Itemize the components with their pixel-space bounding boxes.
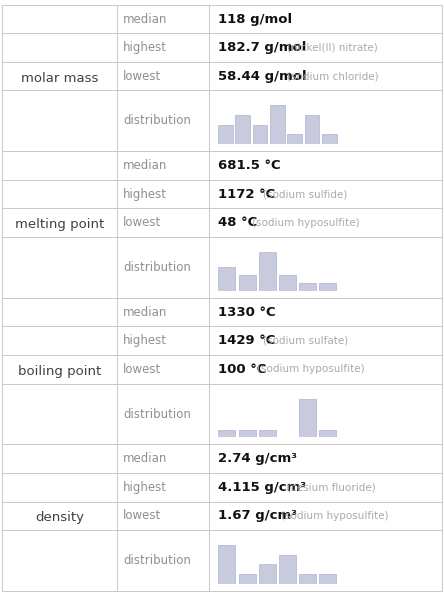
Text: median: median xyxy=(123,306,167,319)
Bar xyxy=(259,252,276,290)
Text: (sodium chloride): (sodium chloride) xyxy=(287,71,379,81)
Text: (nickel(II) nitrate): (nickel(II) nitrate) xyxy=(287,43,378,53)
Bar xyxy=(279,275,296,290)
Text: lowest: lowest xyxy=(123,510,161,522)
Bar xyxy=(218,545,235,584)
Bar xyxy=(259,429,276,437)
Text: 48 °C: 48 °C xyxy=(218,216,258,229)
Text: melting point: melting point xyxy=(15,218,104,231)
Text: 100 °C: 100 °C xyxy=(218,363,266,376)
Text: highest: highest xyxy=(123,481,167,494)
Bar xyxy=(270,105,285,144)
Text: 2.74 g/cm³: 2.74 g/cm³ xyxy=(218,452,297,465)
Bar xyxy=(259,564,276,584)
Text: 1172 °C: 1172 °C xyxy=(218,188,275,201)
Bar xyxy=(287,134,302,144)
Text: molar mass: molar mass xyxy=(21,71,98,84)
Bar xyxy=(235,115,250,144)
Text: 4.115 g/cm³: 4.115 g/cm³ xyxy=(218,481,306,494)
Text: (sodium sulfide): (sodium sulfide) xyxy=(263,189,348,199)
Text: (cesium fluoride): (cesium fluoride) xyxy=(287,482,376,492)
Bar xyxy=(238,574,256,584)
Text: (sodium hyposulfite): (sodium hyposulfite) xyxy=(258,364,365,374)
Text: 681.5 °C: 681.5 °C xyxy=(218,159,281,172)
Text: highest: highest xyxy=(123,41,167,54)
Bar xyxy=(305,115,319,144)
Text: 1.67 g/cm³: 1.67 g/cm³ xyxy=(218,510,297,522)
Bar xyxy=(218,125,233,144)
Bar xyxy=(218,429,235,437)
Text: highest: highest xyxy=(123,334,167,347)
Text: 1330 °C: 1330 °C xyxy=(218,306,276,319)
Text: distribution: distribution xyxy=(123,115,191,127)
Text: (sodium hyposulfite): (sodium hyposulfite) xyxy=(252,218,359,228)
Text: median: median xyxy=(123,159,167,172)
Bar xyxy=(319,574,337,584)
Bar xyxy=(299,399,316,437)
Bar xyxy=(319,429,337,437)
Text: 118 g/mol: 118 g/mol xyxy=(218,12,292,26)
Bar xyxy=(322,134,337,144)
Text: 182.7 g/mol: 182.7 g/mol xyxy=(218,41,306,54)
Bar xyxy=(319,283,337,290)
Text: (sodium sulfate): (sodium sulfate) xyxy=(263,336,349,346)
Bar xyxy=(299,283,316,290)
Text: highest: highest xyxy=(123,188,167,201)
Bar xyxy=(299,574,316,584)
Text: boiling point: boiling point xyxy=(18,365,101,378)
Bar xyxy=(218,267,235,290)
Text: distribution: distribution xyxy=(123,261,191,274)
Bar xyxy=(238,429,256,437)
Bar xyxy=(238,275,256,290)
Text: lowest: lowest xyxy=(123,216,161,229)
Text: lowest: lowest xyxy=(123,69,161,83)
Text: distribution: distribution xyxy=(123,407,191,421)
Text: density: density xyxy=(35,511,84,525)
Text: median: median xyxy=(123,12,167,26)
Text: distribution: distribution xyxy=(123,554,191,567)
Text: 1429 °C: 1429 °C xyxy=(218,334,276,347)
Text: (sodium hyposulfite): (sodium hyposulfite) xyxy=(281,511,388,521)
Text: 58.44 g/mol: 58.44 g/mol xyxy=(218,69,307,83)
Text: median: median xyxy=(123,452,167,465)
Bar xyxy=(253,125,267,144)
Bar xyxy=(279,555,296,584)
Text: lowest: lowest xyxy=(123,363,161,376)
